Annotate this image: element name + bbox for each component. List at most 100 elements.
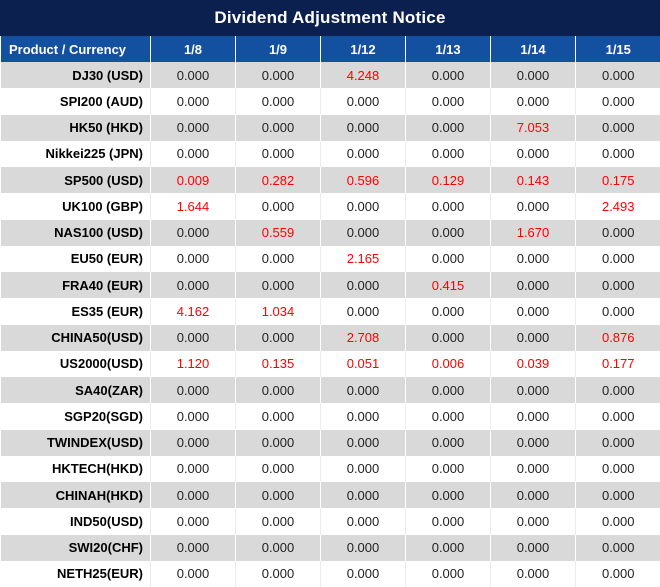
value-cell: 0.000 [235,324,321,351]
value-cell: 0.876 [575,324,660,351]
value-cell: 0.000 [235,377,321,404]
product-cell: CHINAH(HKD) [0,482,151,509]
product-cell: DJ30 (USD) [0,62,151,89]
value-cell: 0.000 [490,403,576,430]
column-header-date: 1/9 [235,36,321,62]
value-cell: 0.000 [490,534,576,561]
column-header-date: 1/15 [575,36,660,62]
value-cell: 0.000 [490,324,576,351]
value-cell: 0.177 [575,350,660,377]
value-cell: 0.000 [575,140,660,167]
table-row: HKTECH(HKD) 0.000 0.000 0.000 0.000 0.000 0.00… [0,455,660,482]
value-cell: 0.000 [320,377,406,404]
value-cell: 0.135 [235,350,321,377]
value-cell: 0.000 [320,298,406,325]
value-cell: 0.000 [150,114,236,141]
value-cell: 0.000 [405,377,491,404]
value-cell: 0.000 [235,429,321,456]
value-cell: 0.000 [405,482,491,509]
table-row: CHINA50(USD) 0.000 0.000 2.708 0.000 0.000 0.8… [0,324,660,351]
value-cell: 0.000 [320,508,406,535]
value-cell: 0.559 [235,219,321,246]
product-cell: TWINDEX(USD) [0,429,151,456]
value-cell: 0.000 [405,140,491,167]
value-cell: 0.000 [320,219,406,246]
value-cell: 4.162 [150,298,236,325]
value-cell: 0.000 [150,534,236,561]
table-header-row: Product / Currency 1/8 1/9 1/12 1/13 1/14 1/1… [0,36,660,62]
value-cell: 0.000 [405,560,491,587]
product-cell: NETH25(EUR) [0,560,151,587]
value-cell: 0.000 [575,219,660,246]
value-cell: 0.000 [150,272,236,299]
value-cell: 0.000 [575,560,660,587]
value-cell: 0.000 [575,482,660,509]
value-cell: 0.000 [150,377,236,404]
value-cell: 0.000 [405,324,491,351]
value-cell: 0.051 [320,350,406,377]
value-cell: 0.596 [320,167,406,194]
value-cell: 0.000 [320,482,406,509]
value-cell: 0.000 [490,482,576,509]
product-cell: SPI200 (AUD) [0,88,151,115]
table-row: HK50 (HKD) 0.000 0.000 0.000 0.000 7.053 0.000 [0,114,660,141]
value-cell: 0.175 [575,167,660,194]
column-header-date: 1/12 [320,36,406,62]
value-cell: 0.000 [150,324,236,351]
value-cell: 0.000 [575,508,660,535]
value-cell: 0.000 [150,140,236,167]
value-cell: 0.000 [490,140,576,167]
value-cell: 0.000 [405,245,491,272]
value-cell: 0.000 [575,377,660,404]
value-cell: 0.000 [150,455,236,482]
value-cell: 0.000 [405,114,491,141]
value-cell: 0.000 [150,482,236,509]
product-cell: CHINA50(USD) [0,324,151,351]
value-cell: 0.000 [150,429,236,456]
value-cell: 0.000 [405,219,491,246]
value-cell: 2.165 [320,245,406,272]
column-header-date: 1/14 [490,36,576,62]
value-cell: 0.000 [490,245,576,272]
value-cell: 0.039 [490,350,576,377]
value-cell: 0.000 [575,88,660,115]
product-cell: IND50(USD) [0,508,151,535]
value-cell: 0.000 [575,245,660,272]
value-cell: 0.000 [150,560,236,587]
value-cell: 1.644 [150,193,236,220]
product-cell: Nikkei225 (JPN) [0,140,151,167]
table-row: TWINDEX(USD) 0.000 0.000 0.000 0.000 0.000 0.0… [0,429,660,456]
value-cell: 0.000 [575,429,660,456]
value-cell: 0.000 [490,560,576,587]
value-cell: 0.000 [150,62,236,89]
value-cell: 0.000 [235,403,321,430]
value-cell: 2.493 [575,193,660,220]
table-row: NETH25(EUR) 0.000 0.000 0.000 0.000 0.000 0.00… [0,560,660,587]
product-cell: NAS100 (USD) [0,219,151,246]
value-cell: 0.000 [575,534,660,561]
value-cell: 1.120 [150,350,236,377]
table-row: UK100 (GBP) 1.644 0.000 0.000 0.000 0.000 2.49… [0,193,660,220]
value-cell: 0.000 [490,298,576,325]
value-cell: 0.000 [235,560,321,587]
value-cell: 0.000 [320,534,406,561]
value-cell: 0.000 [320,193,406,220]
product-cell: SGP20(SGD) [0,403,151,430]
product-cell: EU50 (EUR) [0,245,151,272]
value-cell: 0.000 [405,193,491,220]
product-cell: HKTECH(HKD) [0,455,151,482]
value-cell: 0.000 [235,534,321,561]
table-row: SGP20(SGD) 0.000 0.000 0.000 0.000 0.000 0.000 [0,403,660,430]
table-row: IND50(USD) 0.000 0.000 0.000 0.000 0.000 0.000 [0,508,660,535]
value-cell: 0.000 [490,272,576,299]
value-cell: 0.000 [235,245,321,272]
product-cell: ES35 (EUR) [0,298,151,325]
value-cell: 0.000 [575,62,660,89]
value-cell: 0.000 [490,455,576,482]
value-cell: 0.000 [405,298,491,325]
value-cell: 0.000 [490,62,576,89]
product-cell: SWI20(CHF) [0,534,151,561]
value-cell: 0.000 [575,114,660,141]
value-cell: 0.000 [575,455,660,482]
